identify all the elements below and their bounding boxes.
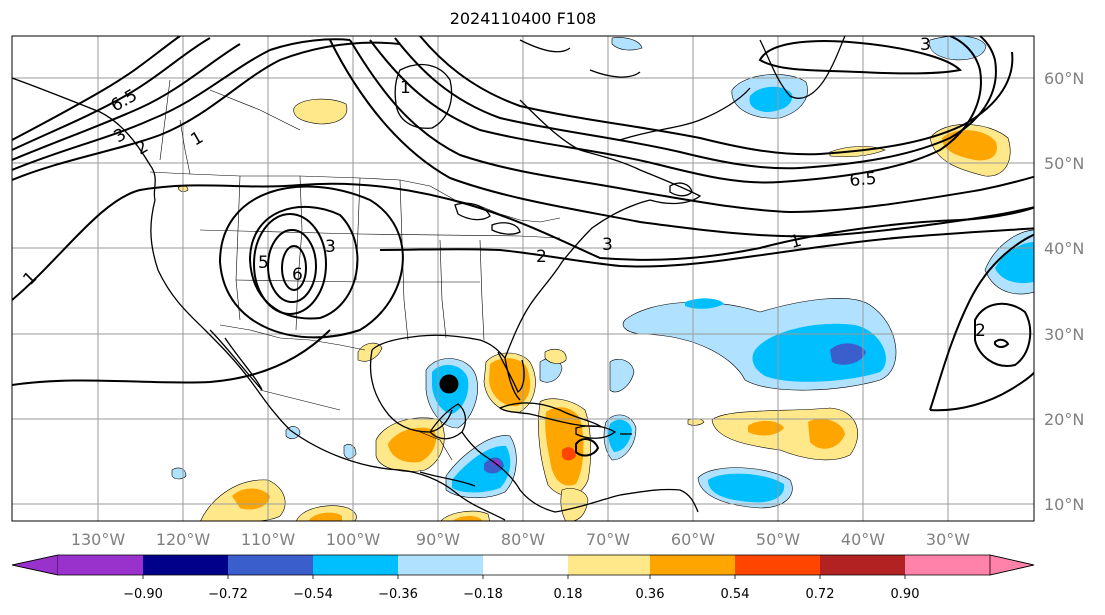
lon-label-110w: 110°W xyxy=(241,530,296,549)
colorbar-tick-label: 0.54 xyxy=(721,587,750,602)
storm-center-marker xyxy=(439,374,459,394)
colorbar-tick-label: −0.72 xyxy=(208,587,248,602)
colorbar: −0.90 −0.72 −0.54 −0.36 −0.18 0.18 0.36 … xyxy=(11,554,1035,602)
contour-label: 2 xyxy=(536,247,547,267)
shade-orange-florida xyxy=(489,358,531,407)
lon-label-70w: 70°W xyxy=(586,530,630,549)
colorbar-tick-label: −0.36 xyxy=(378,587,418,602)
colorbar-segment xyxy=(58,555,143,575)
colorbar-segment xyxy=(398,555,483,575)
borders xyxy=(149,79,561,461)
colorbar-segment xyxy=(228,555,313,575)
colorbar-segment xyxy=(568,555,650,575)
shade-cyan-pr xyxy=(608,419,632,452)
shade-orange-20n-b xyxy=(808,418,845,449)
lon-label-90w: 90°W xyxy=(416,530,460,549)
colorbar-outline xyxy=(11,554,1035,576)
lat-label-60n: 60°N xyxy=(1044,69,1084,88)
shade-orange-caribbean xyxy=(545,407,584,486)
shade-orange-bottom-center xyxy=(453,516,482,521)
contour-label: 3 xyxy=(111,125,130,148)
contour-labels: 6.5 3 2 1 1 5 6 3 2 3 1 6.5 3 2 1 xyxy=(19,35,985,341)
shade-blue-pacific-small-3 xyxy=(171,467,187,480)
colorbar-tick-label: 0.90 xyxy=(891,587,920,602)
graticule xyxy=(12,36,1034,521)
shade-yellow-bahamas xyxy=(544,348,567,364)
colorbar-extend-high xyxy=(989,554,1035,576)
colorbar-tick-label: −0.90 xyxy=(123,587,163,602)
colorbar-tick-label: −0.54 xyxy=(293,587,333,602)
colorbar-segment xyxy=(905,555,990,575)
shade-red-caribbean xyxy=(562,447,576,461)
colorbar-tick-label: −0.18 xyxy=(463,587,503,602)
contour-label: 6.5 xyxy=(849,169,878,191)
map-frame xyxy=(11,35,1035,522)
lon-label-30w: 30°W xyxy=(926,530,970,549)
contour-label: 3 xyxy=(602,235,613,255)
lat-label-20n: 20°N xyxy=(1044,410,1084,429)
contour-label: 1 xyxy=(400,78,411,98)
lat-label-30n: 30°N xyxy=(1044,325,1084,344)
shade-yellow-east-small xyxy=(687,418,705,426)
contour-label: 6 xyxy=(292,265,303,285)
contour-label: 3 xyxy=(920,35,931,55)
colorbar-segment xyxy=(650,555,735,575)
contour-label: 1 xyxy=(188,128,207,151)
shade-blue-small-ne xyxy=(609,359,635,393)
lat-label-40n: 40°N xyxy=(1044,239,1084,258)
colorbar-segment xyxy=(143,555,228,575)
colorbar-tick-label: 0.36 xyxy=(636,587,665,602)
shade-blue-top-left xyxy=(611,37,643,51)
colorbar-segment xyxy=(313,555,398,575)
plot-title: 2024110400 F108 xyxy=(449,9,597,28)
lat-label-10n: 10°N xyxy=(1044,495,1084,514)
colorbar-segment xyxy=(483,555,568,575)
colorbar-segment xyxy=(820,555,905,575)
contour-label: 5 xyxy=(258,253,269,273)
lon-label-100w: 100°W xyxy=(326,530,381,549)
shade-cyan-15n xyxy=(708,473,785,503)
shade-cyan-central-atlantic xyxy=(752,323,886,382)
shade-yellow-canada xyxy=(293,98,348,125)
coastlines xyxy=(12,36,846,521)
contour-label: 3 xyxy=(325,237,336,257)
contour-label: 1 xyxy=(788,231,804,253)
shade-royal-central-atlantic xyxy=(830,343,866,365)
lon-label-60w: 60°W xyxy=(671,530,715,549)
lon-label-80w: 80°W xyxy=(501,530,545,549)
contour-label: 2 xyxy=(133,137,152,160)
shade-orange-pacific-2 xyxy=(308,512,342,521)
contour-label: 2 xyxy=(975,321,986,341)
shade-purple-central-america xyxy=(492,459,500,466)
colorbar-tick-label: 0.72 xyxy=(806,587,835,602)
latitude-labels: 60°N 50°N 40°N 30°N 20°N 10°N xyxy=(1044,69,1084,514)
colorbar-extend-low xyxy=(11,554,59,576)
shade-cyan-east-40n xyxy=(995,241,1034,284)
shade-orange-20n-a xyxy=(748,420,784,436)
shade-cyan-north-atlantic xyxy=(749,86,793,112)
lon-label-40w: 40°W xyxy=(841,530,885,549)
shade-orange-mexico xyxy=(388,427,437,463)
shade-cyan-small-30n xyxy=(685,298,724,309)
lon-label-130w: 130°W xyxy=(71,530,126,549)
contours xyxy=(12,36,1034,457)
colorbar-segment xyxy=(735,555,820,575)
lon-label-120w: 120°W xyxy=(156,530,211,549)
lon-label-50w: 50°W xyxy=(756,530,800,549)
shade-blue-pacific-small-2 xyxy=(343,444,357,459)
shade-yellow-south-carib xyxy=(560,488,589,521)
longitude-labels: 130°W 120°W 110°W 100°W 90°W 80°W 70°W 6… xyxy=(71,530,970,549)
colorbar-tick-label: 0.18 xyxy=(554,587,583,602)
contour-label: 1 xyxy=(19,268,41,290)
lat-label-50n: 50°N xyxy=(1044,154,1084,173)
